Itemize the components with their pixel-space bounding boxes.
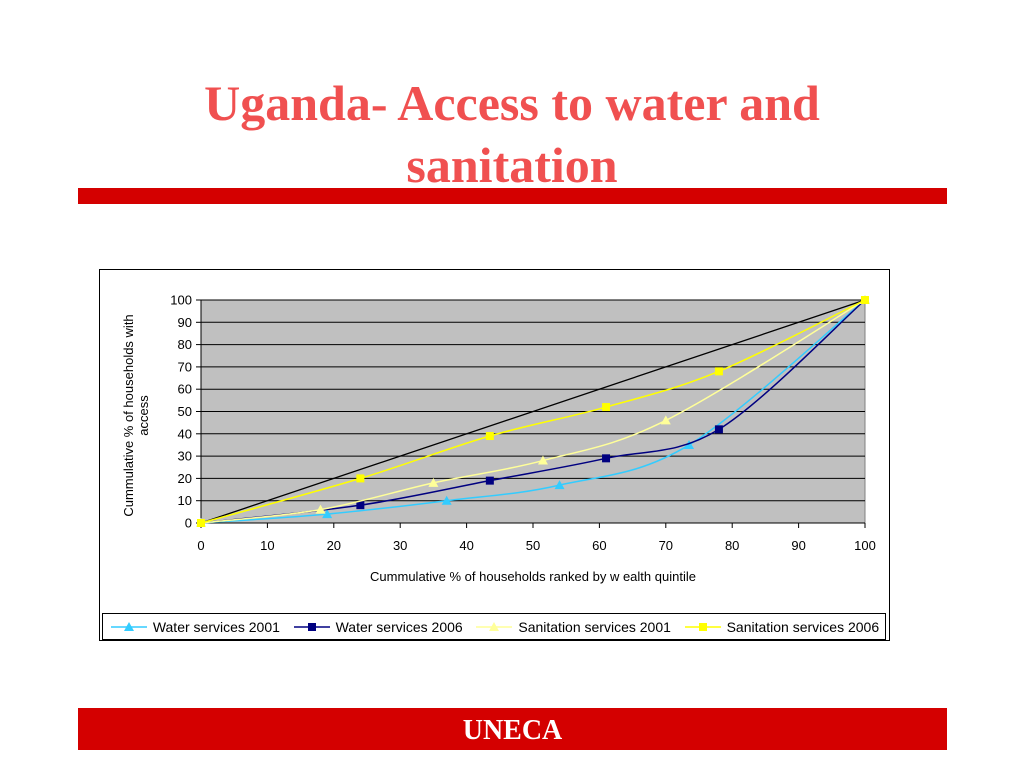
x-tick-label-100: 100: [854, 538, 876, 553]
x-tick-label-0: 0: [197, 538, 204, 553]
y-axis-label-line2: access: [136, 395, 151, 436]
x-tick-label-10: 10: [260, 538, 274, 553]
legend-label-water-services-2006: Water services 2006: [335, 618, 463, 635]
y-tick-label-50: 50: [178, 404, 192, 419]
legend-swatch-water-services-2006: [293, 622, 330, 631]
data-point-water-services-2006-4: [714, 425, 723, 434]
legend-item-sanitation-services-2001: Sanitation services 2001: [474, 619, 671, 635]
data-point-sanitation-services-2006-4: [714, 367, 723, 376]
data-point-water-services-2001-1: [322, 509, 333, 519]
y-axis-label-line1: Cummulative % of households with: [121, 314, 136, 516]
x-tick-label-20: 20: [327, 538, 341, 553]
data-point-water-services-2001-4: [684, 439, 695, 449]
legend-swatch-sanitation-services-2001: [476, 621, 513, 631]
y-tick-label-20: 20: [178, 471, 192, 486]
data-point-sanitation-services-2006-1: [356, 474, 365, 483]
legend-item-water-services-2006: Water services 2006: [292, 619, 463, 635]
footer-label: UNECA: [462, 715, 563, 746]
legend-label-water-services-2001: Water services 2001: [152, 618, 280, 635]
data-point-water-services-2001-2: [441, 495, 452, 505]
data-point-sanitation-services-2006-3: [602, 403, 611, 412]
chart-legend: Water services 2001 Water services 2006 Sa…: [102, 613, 886, 640]
title-underline-bar: [78, 188, 947, 204]
equality-line: [200, 299, 866, 524]
data-point-sanitation-services-2006-0: [197, 519, 205, 527]
x-tick-label-80: 80: [725, 538, 739, 553]
data-point-water-services-2006-2: [485, 476, 494, 485]
data-point-sanitation-services-2001-2: [428, 477, 439, 487]
line-chart: 0 10 20 30 40 50 60 70 80 90 100 0 10 20 30 40 50 60 70 80 9…: [121, 293, 876, 585]
data-point-water-services-2006-3: [602, 454, 611, 463]
data-point-water-services-2006-1: [356, 501, 365, 510]
data-point-sanitation-services-2001-3: [537, 455, 548, 465]
y-tick-label-10: 10: [178, 493, 192, 508]
data-point-sanitation-services-2006-2: [485, 432, 494, 441]
y-tick-label-0: 0: [185, 516, 192, 531]
legend-item-sanitation-services-2006: Sanitation services 2006: [683, 618, 880, 635]
chart-frame: 0 10 20 30 40 50 60 70 80 90 100 0 10 20 30 40 50 60 70 80 9…: [99, 269, 890, 641]
y-axis-label: Cummulative % of households withaccess: [121, 314, 151, 516]
x-tick-label-60: 60: [592, 538, 606, 553]
data-point-water-services-2001-3: [554, 480, 565, 490]
x-tick-label-70: 70: [659, 538, 673, 553]
series-line-water-services-2001: [200, 299, 866, 524]
slide-title: Uganda- Access to water and sanitation: [0, 72, 1024, 196]
y-tick-label-100: 100: [170, 293, 192, 308]
data-point-sanitation-services-2006-5: [861, 296, 869, 304]
series-line-water-services-2006: [200, 299, 866, 524]
y-tick-label-30: 30: [178, 449, 192, 464]
legend-label-sanitation-services-2001: Sanitation services 2001: [518, 618, 671, 635]
slide-title-line2: sanitation: [406, 137, 618, 193]
legend-swatch-sanitation-services-2006: [684, 622, 721, 631]
legend-item-water-services-2001: Water services 2001: [109, 619, 280, 635]
y-tick-label-60: 60: [178, 382, 192, 397]
x-tick-label-90: 90: [791, 538, 805, 553]
series-line-sanitation-services-2006: [200, 299, 866, 524]
legend-swatch-water-services-2001: [110, 621, 147, 631]
x-tick-label-30: 30: [393, 538, 407, 553]
x-axis-label: Cummulative % of households ranked by w …: [370, 569, 696, 584]
y-tick-label-70: 70: [178, 359, 192, 374]
y-tick-label-80: 80: [178, 337, 192, 352]
y-tick-label-90: 90: [178, 315, 192, 330]
footer-bar: UNECA: [78, 708, 947, 750]
data-point-sanitation-services-2001-4: [660, 415, 671, 425]
x-tick-label-40: 40: [459, 538, 473, 553]
legend-label-sanitation-services-2006: Sanitation services 2006: [726, 618, 880, 635]
slide-title-line1: Uganda- Access to water and: [204, 75, 820, 131]
y-tick-label-40: 40: [178, 426, 192, 441]
data-point-sanitation-services-2001-1: [315, 504, 326, 514]
x-tick-label-50: 50: [526, 538, 540, 553]
